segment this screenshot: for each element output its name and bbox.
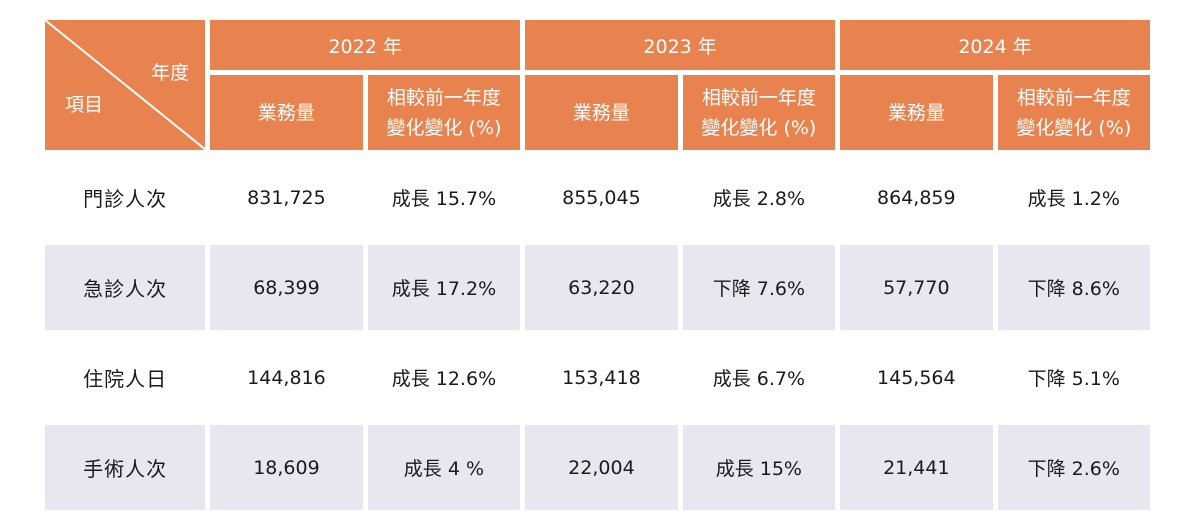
table-cell: 63,220 (525, 245, 678, 330)
table-cell: 下降 8.6% (997, 245, 1150, 330)
table-cell: 成長 15% (682, 425, 836, 510)
hospital-stats-table: 年度 項目 2022 年 2023 年 2024 年 業務量 相較前一年度 變化變… (40, 15, 1155, 515)
table-cell: 成長 1.2% (1027, 188, 1120, 210)
corner-header-cell: 年度 項目 (45, 20, 206, 150)
table-cell: 864,859 (877, 186, 956, 209)
diagonal-divider (45, 20, 206, 150)
row-label: 手術人次 (45, 425, 206, 510)
change-header-line2: 變化變化 (%) (701, 116, 817, 139)
year-header-2024: 2024 年 (840, 20, 1150, 70)
change-header: 相較前一年度 變化變化 (%) (682, 75, 836, 150)
table-row: 門診人次 831,725 成長 15.7% 855,045 成長 2.8% 86… (45, 155, 1150, 240)
change-header: 相較前一年度 變化變化 (%) (997, 75, 1150, 150)
table-cell: 成長 15.7% (391, 188, 497, 210)
volume-header: 業務量 (525, 75, 678, 150)
row-label: 住院人日 (83, 367, 168, 391)
table-cell: 21,441 (840, 425, 993, 510)
table-row: 住院人日 144,816 成長 12.6% 153,418 成長 6.7% 14… (45, 335, 1150, 420)
table-cell: 145,564 (877, 366, 956, 389)
table-cell: 成長 2.8% (712, 188, 806, 210)
table-cell: 855,045 (562, 186, 641, 209)
table-cell: 22,004 (525, 425, 678, 510)
volume-header: 業務量 (210, 75, 363, 150)
table-cell: 成長 4 % (367, 425, 521, 510)
row-label: 門診人次 (83, 187, 168, 211)
table-cell: 18,609 (210, 425, 363, 510)
table-cell: 144,816 (247, 366, 326, 389)
change-header: 相較前一年度 變化變化 (%) (367, 75, 521, 150)
table-cell: 下降 7.6% (682, 245, 836, 330)
change-header-line1: 相較前一年度 (386, 86, 501, 109)
stats-table-container: 年度 項目 2022 年 2023 年 2024 年 業務量 相較前一年度 變化變… (45, 20, 1155, 515)
table-cell: 57,770 (840, 245, 993, 330)
table-row: 手術人次 18,609 成長 4 % 22,004 成長 15% 21,441 … (45, 425, 1150, 510)
table-cell: 831,725 (247, 186, 326, 209)
year-header-2022: 2022 年 (210, 20, 521, 70)
table-cell: 68,399 (210, 245, 363, 330)
table-cell: 成長 12.6% (391, 368, 497, 390)
table-cell: 成長 6.7% (712, 368, 806, 390)
table-row: 急診人次 68,399 成長 17.2% 63,220 下降 7.6% 57,7… (45, 245, 1150, 330)
table-cell: 下降 5.1% (1027, 368, 1120, 390)
change-header-line1: 相較前一年度 (701, 86, 816, 109)
change-header-line1: 相較前一年度 (1016, 86, 1131, 109)
change-header-line2: 變化變化 (%) (386, 116, 502, 139)
change-header-line2: 變化變化 (%) (1016, 116, 1132, 139)
table-cell: 下降 2.6% (997, 425, 1150, 510)
table-cell: 成長 17.2% (367, 245, 521, 330)
volume-header: 業務量 (840, 75, 993, 150)
table-cell: 153,418 (562, 366, 641, 389)
year-header-2023: 2023 年 (525, 20, 836, 70)
corner-item-label: 項目 (65, 94, 104, 116)
corner-year-label: 年度 (151, 62, 190, 84)
row-label: 急診人次 (45, 245, 206, 330)
